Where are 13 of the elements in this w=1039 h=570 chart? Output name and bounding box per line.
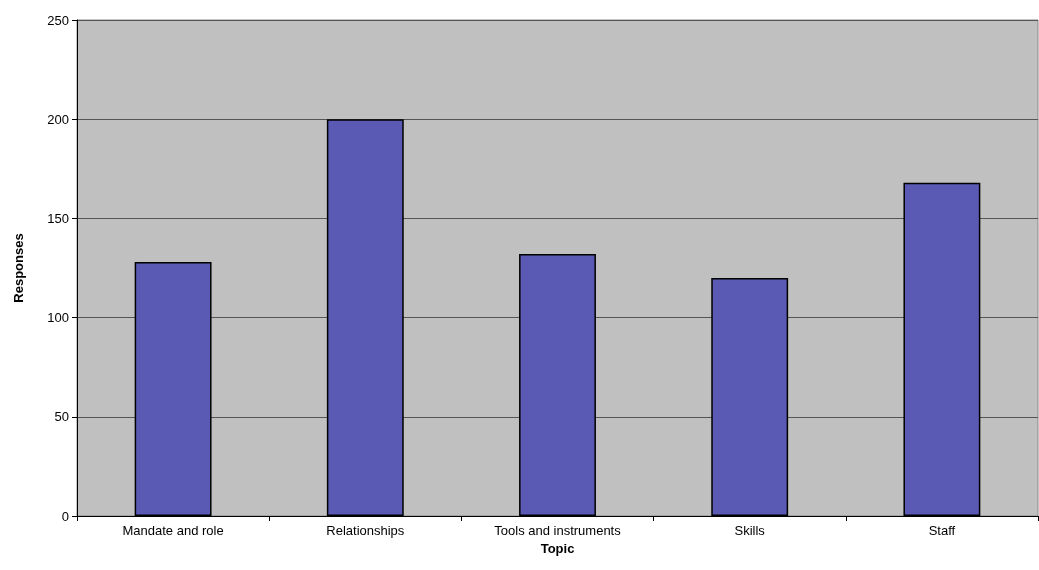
x-tick-label: Staff: [928, 523, 956, 538]
x-tick-label: Mandate and role: [122, 523, 224, 538]
x-tick-label: Relationships: [326, 523, 405, 538]
y-tick-label: 250: [47, 12, 69, 28]
x-tick-label: Skills: [734, 523, 766, 538]
y-tick-label: 0: [61, 508, 69, 524]
y-tick-label: 50: [54, 409, 69, 425]
y-tick-label: 100: [47, 310, 69, 326]
x-tick-label: Tools and instruments: [494, 523, 622, 538]
y-tick-label: 200: [47, 111, 69, 127]
x-axis-title: Topic: [540, 540, 575, 556]
y-tick-label: 150: [47, 210, 69, 226]
y-axis-title: Responses: [11, 233, 26, 303]
